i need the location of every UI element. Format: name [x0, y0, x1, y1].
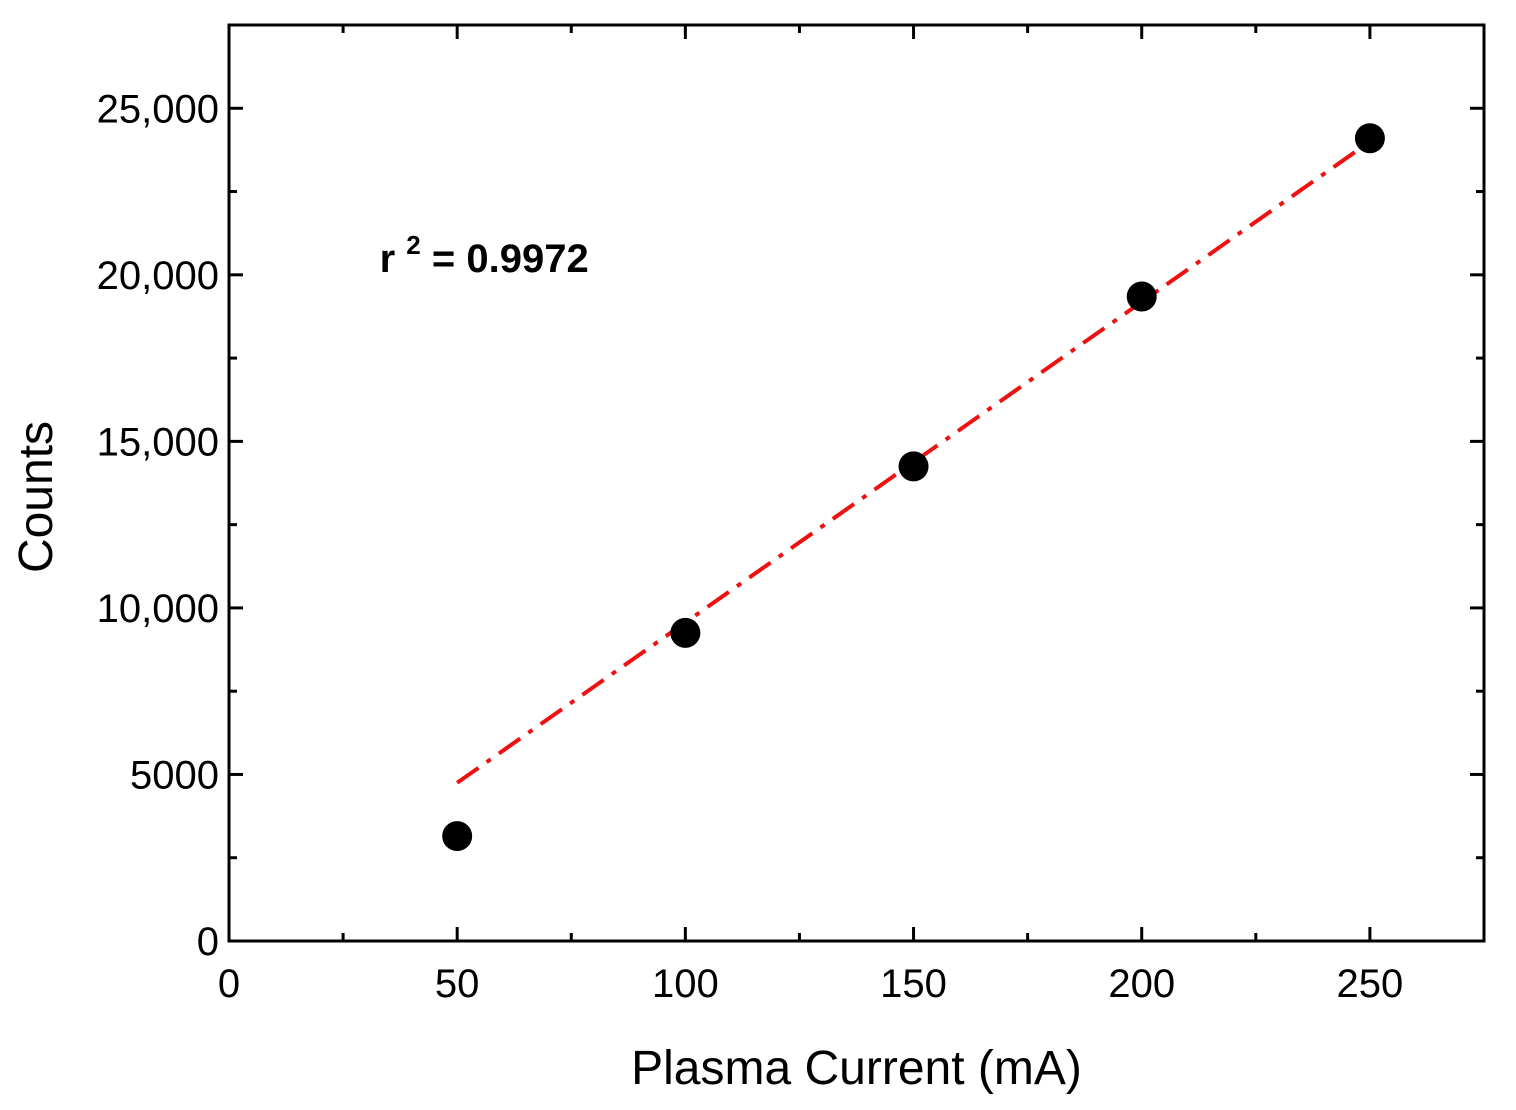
- r-squared-annotation: r 2 = 0.9972: [380, 219, 589, 281]
- data-point: [442, 821, 473, 852]
- x-tick-label: 50: [435, 962, 480, 1006]
- y-tick-label: 15,000: [97, 420, 219, 464]
- x-tick-label: 150: [880, 962, 947, 1006]
- x-tick-label: 200: [1108, 962, 1175, 1006]
- annotation-superscript: 2: [406, 230, 420, 260]
- y-axis-title: Counts: [10, 421, 63, 573]
- annotation-value: = 0.9972: [432, 237, 589, 281]
- data-point: [898, 451, 929, 482]
- x-tick-label: 250: [1337, 962, 1404, 1006]
- data-point: [670, 617, 701, 648]
- points-layer: [442, 123, 1385, 852]
- y-tick-label: 25,000: [97, 87, 219, 131]
- linear-fit-line: [456, 139, 1372, 785]
- tick-labels: 0 50 100 150 200 250 0 5000 10,000 15,000 20,000 25…: [97, 87, 1404, 1006]
- y-tick-label: 10,000: [97, 587, 219, 631]
- x-tick-label: 0: [218, 962, 240, 1006]
- data-point: [1354, 123, 1385, 154]
- plot-frame: [227, 23, 1486, 943]
- y-tick-label: 20,000: [97, 254, 219, 298]
- data-point: [1126, 281, 1157, 312]
- y-tick-label: 0: [197, 920, 219, 964]
- axis-ticks: [227, 25, 1486, 943]
- annotation-base: r: [380, 237, 396, 281]
- x-axis-title: Plasma Current (mA): [631, 1042, 1082, 1095]
- y-tick-label: 5000: [130, 753, 219, 797]
- x-tick-label: 100: [652, 962, 719, 1006]
- fit-layer: [456, 139, 1372, 785]
